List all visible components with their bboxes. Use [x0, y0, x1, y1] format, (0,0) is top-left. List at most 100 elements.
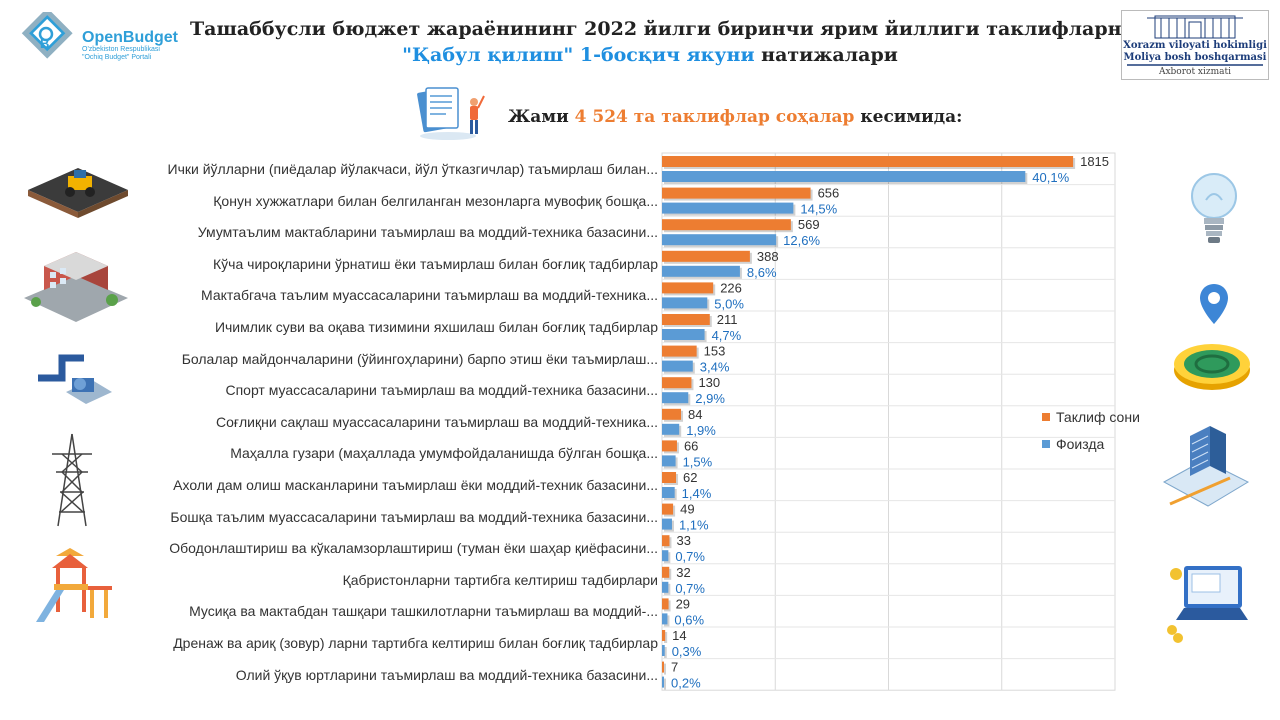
bar-percent: [662, 202, 794, 214]
bar-percent-label: 1,1%: [679, 518, 709, 533]
bar-proposals: [662, 472, 677, 483]
bar-value-label: 62: [683, 470, 697, 485]
legend-swatch-orange: [1042, 413, 1050, 421]
bar-percent-label: 4,7%: [712, 328, 742, 343]
power-line-tower-icon: [52, 433, 92, 527]
category-label: Қонун хужжатлари билан белгиланган мезон…: [213, 192, 658, 209]
bar-value-label: 49: [680, 502, 694, 517]
bar-percent: [662, 676, 664, 688]
bar-shadow: [664, 678, 666, 690]
logo-sub-line-1: O'zbekiston Respublikasi: [82, 46, 160, 53]
bar-percent-label: 1,4%: [682, 486, 712, 501]
building-blueprint-icon: [1162, 426, 1250, 507]
school-building-icon: [24, 252, 128, 322]
water-pipe-icon: [38, 354, 112, 404]
legend-item-percent: Фоизда: [1042, 436, 1104, 452]
light-bulb-icon: [1191, 173, 1237, 243]
bar-proposals: [662, 598, 669, 610]
bar-proposals: [662, 250, 750, 262]
bar-percent-label: 0,3%: [672, 644, 702, 659]
bar-value-label: 656: [818, 186, 840, 201]
bar-percent: [662, 613, 668, 625]
bar-proposals: [662, 440, 677, 452]
bar-percent: [662, 265, 740, 277]
legend-item-proposals: Таклиф сони: [1042, 409, 1140, 425]
bar-proposals: [662, 630, 666, 641]
bar-percent-label: 3,4%: [700, 360, 730, 375]
bar-proposals: [662, 314, 710, 325]
category-label: Ахоли дам олиш масканларини таъмирлаш ёк…: [173, 477, 658, 493]
openbudget-logo-icon: B: [21, 12, 73, 59]
bar-value-label: 84: [688, 407, 702, 422]
bar-percent-label: 1,9%: [686, 423, 716, 438]
bar-percent: [662, 487, 675, 498]
bar-value-label: 569: [798, 217, 820, 232]
bar-proposals: [662, 535, 670, 547]
bar-value-label: 226: [720, 280, 742, 295]
bar-value-label: 33: [676, 533, 690, 548]
bar-proposals: [662, 566, 670, 578]
bar-value-label: 14: [672, 628, 686, 643]
bar-shadow: [664, 632, 668, 643]
bar-percent-label: 0,7%: [675, 581, 705, 596]
category-label: Соғлиқни сақлаш муассасаларини таъмирлаш…: [215, 413, 658, 430]
bar-percent-label: 8,6%: [747, 265, 777, 280]
subtitle-highlight: 4 524 та таклифлар соҳалар: [574, 107, 855, 127]
bar-shadow: [664, 647, 667, 658]
laptop-finance-icon: [1167, 566, 1248, 643]
category-label: Ободонлаштириш ва кўкаламзорлаштириш (ту…: [169, 540, 658, 557]
bar-percent: [662, 329, 705, 340]
manhole-cover-icon: [1174, 344, 1250, 390]
category-label: Мусиқа ва мактабдан ташқари ташкилотларн…: [189, 603, 658, 620]
bar-percent: [662, 423, 680, 435]
logo-sub-line-2: "Ochiq Budget" Portali: [82, 54, 152, 61]
subtitle: Жами 4 524 та таклифлар соҳалар кесимида…: [508, 107, 962, 127]
page-title-line-2: "Қабул қилиш" 1-босқич якуни натижалари: [190, 44, 1110, 66]
bar-proposals: [662, 156, 1074, 167]
bar-percent-label: 0,2%: [671, 676, 701, 691]
bar-proposals: [662, 503, 674, 515]
location-pin-icon: [1200, 284, 1228, 324]
bar-percent: [662, 360, 693, 372]
bar-percent: [662, 550, 669, 562]
logo-name: OpenBudget: [82, 29, 178, 46]
svg-text:B: B: [40, 36, 49, 51]
bar-value-label: 66: [684, 438, 698, 453]
government-building-emblem-icon: [1121, 10, 1269, 80]
bar-percent: [662, 581, 669, 593]
documents-person-icon: [417, 87, 485, 140]
bar-proposals: [662, 219, 791, 231]
bar-percent: [662, 171, 1026, 182]
org-name-line-1: Xorazm viloyati hokimligi: [1123, 40, 1267, 51]
bar-percent: [662, 518, 672, 530]
bar-proposals: [662, 377, 692, 389]
bar-percent-label: 5,0%: [714, 296, 744, 311]
bar-percent-label: 2,9%: [695, 391, 725, 406]
bar-shadow: [664, 663, 666, 675]
bar-proposals: [662, 282, 714, 294]
category-label: Ичимлик суви ва оқава тизимини яхшилаш б…: [214, 319, 658, 335]
category-label: Олий ўқув юртларини таъмирлаш ва моддий-…: [235, 666, 658, 683]
bar-percent-label: 1,5%: [683, 454, 713, 469]
category-label: Мактабгача таълим муассасаларини таъмирл…: [201, 287, 658, 304]
subtitle-suffix: кесимида:: [854, 107, 963, 127]
bar-percent-label: 40,1%: [1032, 170, 1069, 185]
bar-value-label: 32: [676, 565, 690, 580]
category-label: Бошқа таълим муассасаларини таъмирлаш ва…: [170, 508, 658, 525]
title-suffix: натижалари: [754, 44, 898, 66]
category-label: Дренаж ва ариқ (зовур) ларни тартибга ке…: [173, 635, 658, 651]
bar-percent: [662, 455, 676, 467]
bar-value-label: 153: [704, 344, 726, 359]
bar-proposals: [662, 661, 664, 673]
playground-slide-icon: [36, 548, 112, 622]
bar-value-label: 388: [757, 249, 779, 264]
page-title-line-1: Ташаббусли бюджет жараёнининг 2022 йилги…: [190, 18, 1136, 40]
bar-proposals: [662, 187, 811, 199]
legend-label-percent: Фоизда: [1056, 436, 1105, 452]
bar-percent: [662, 297, 708, 309]
bar-percent-label: 14,5%: [800, 202, 837, 217]
subtitle-prefix: Жами: [508, 107, 575, 127]
bar-percent-label: 12,6%: [783, 233, 820, 248]
bar-proposals: [662, 345, 697, 357]
